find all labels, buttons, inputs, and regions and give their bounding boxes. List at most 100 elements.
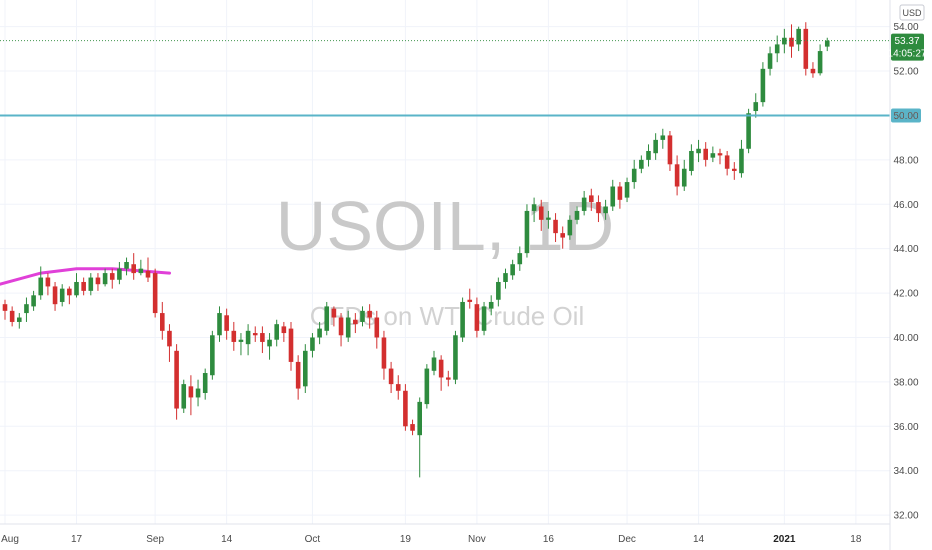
candle-body: [59, 288, 65, 302]
candle-body: [639, 159, 644, 169]
candle: [167, 324, 172, 362]
candle-body: [524, 210, 530, 254]
candle-body: [374, 317, 380, 338]
x-tick-label: 14: [221, 534, 233, 545]
y-tick-label: 46.00: [893, 200, 918, 211]
y-tick-label: 34.00: [893, 466, 918, 477]
candle-body: [696, 148, 701, 154]
candle: [217, 306, 222, 342]
candle-body: [410, 424, 415, 431]
candle-body: [631, 168, 637, 183]
candle-body: [646, 150, 651, 160]
candle-body: [152, 273, 158, 314]
candle: [617, 182, 623, 209]
candle-body: [38, 277, 44, 296]
candle-body: [560, 233, 565, 238]
horizontal-line[interactable]: 50.00: [0, 108, 921, 123]
candle: [581, 190, 587, 216]
time-axis[interactable]: Aug 17 Sep 14 Oct 19 Nov 16 Dec 14 2021 18: [1, 534, 862, 545]
candle: [424, 364, 430, 409]
x-tick-label: 2021: [773, 534, 796, 545]
candle: [281, 321, 287, 342]
candle: [574, 206, 580, 225]
candle: [467, 288, 473, 309]
candle: [474, 297, 480, 338]
candle-body: [45, 277, 51, 287]
candle: [710, 146, 716, 163]
candle: [267, 333, 272, 360]
candle: [560, 226, 565, 249]
candle: [431, 350, 437, 376]
candle-body: [710, 153, 716, 158]
candle-body: [245, 330, 251, 345]
candle-body: [424, 368, 430, 405]
candle: [410, 419, 415, 436]
candle-body: [303, 350, 308, 387]
candle: [310, 333, 315, 358]
candle-body: [9, 310, 15, 322]
candle-body: [317, 328, 322, 338]
candle: [74, 273, 79, 298]
candle-body: [181, 384, 187, 409]
candle: [510, 259, 515, 280]
y-tick-label: 38.00: [893, 377, 918, 388]
candle-body: [331, 308, 337, 318]
candle-body: [760, 68, 766, 103]
candle: [481, 301, 487, 336]
candle: [45, 273, 51, 296]
candle-body: [345, 317, 351, 338]
candle-body: [674, 164, 680, 187]
candle: [696, 139, 701, 163]
candle: [238, 333, 244, 356]
x-tick-label: Oct: [305, 534, 321, 545]
candle: [524, 204, 530, 258]
x-tick-label: 16: [543, 534, 555, 545]
candle: [388, 361, 394, 393]
candle-body: [717, 153, 723, 156]
candle: [517, 246, 523, 271]
last-price-label: 53.37: [894, 36, 919, 47]
candle: [81, 277, 86, 296]
candle-body: [446, 377, 451, 380]
candle-body: [610, 186, 616, 207]
candle: [732, 162, 737, 180]
candle: [753, 93, 759, 118]
candle: [531, 197, 537, 223]
candle: [210, 330, 215, 380]
horizontal-level-badge: [891, 108, 921, 123]
candle-body: [238, 339, 244, 342]
candle: [181, 379, 187, 413]
y-tick-label: 44.00: [893, 244, 918, 255]
candle: [603, 199, 608, 220]
candle: [446, 370, 451, 387]
candle: [117, 262, 122, 285]
candle-body: [624, 182, 630, 198]
x-tick-label: Nov: [468, 534, 486, 545]
last-price-badge: [891, 33, 924, 61]
candle-body: [574, 210, 580, 220]
candle-body: [403, 390, 408, 427]
currency-button[interactable]: USD: [899, 4, 925, 21]
candle-body: [689, 150, 694, 171]
candle-body: [767, 53, 773, 69]
candle-body: [460, 301, 465, 338]
candle-body: [95, 277, 101, 285]
candle: [639, 155, 644, 174]
horizontal-level-label: 50.00: [893, 111, 918, 122]
candle-body: [782, 37, 787, 45]
candle: [546, 210, 551, 229]
candle-body: [803, 28, 809, 69]
candle: [567, 215, 573, 240]
candle-body: [467, 299, 473, 302]
candle-body: [453, 335, 458, 380]
candle-body: [531, 204, 537, 211]
candle-body: [117, 268, 122, 280]
y-tick-label: 40.00: [893, 333, 918, 344]
candle: [789, 24, 794, 58]
y-tick-label: 42.00: [893, 289, 918, 300]
candle: [496, 277, 501, 307]
candle-body: [503, 273, 508, 282]
